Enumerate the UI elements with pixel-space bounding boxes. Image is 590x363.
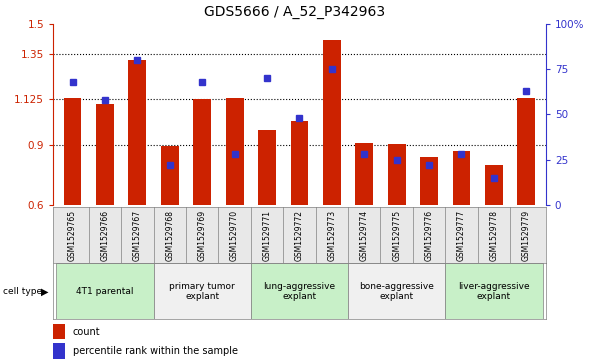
Bar (485, 165, 503, 205)
Bar (453, 151, 470, 205)
Bar (96, 104, 114, 205)
Bar (161, 146, 179, 205)
Text: GSM1529778: GSM1529778 (489, 209, 499, 261)
Bar (445, 263, 543, 319)
Text: GSM1529776: GSM1529776 (425, 209, 434, 261)
Bar (194, 99, 211, 205)
Text: GSM1529768: GSM1529768 (165, 209, 174, 261)
Bar (323, 40, 341, 205)
Text: GSM1529774: GSM1529774 (360, 209, 369, 261)
Text: liver-aggressive
explant: liver-aggressive explant (458, 282, 530, 301)
Text: GSM1529771: GSM1529771 (263, 209, 271, 261)
Text: GSM1529777: GSM1529777 (457, 209, 466, 261)
Text: cell type: cell type (3, 287, 42, 296)
Text: GSM1529767: GSM1529767 (133, 209, 142, 261)
Text: ▶: ▶ (41, 286, 48, 297)
Text: bone-aggressive
explant: bone-aggressive explant (359, 282, 434, 301)
Bar (251, 263, 348, 319)
Text: count: count (73, 327, 100, 337)
Text: GSM1529769: GSM1529769 (198, 209, 206, 261)
Bar (56, 263, 153, 319)
Text: GDS5666 / A_52_P342963: GDS5666 / A_52_P342963 (205, 5, 385, 20)
Bar (348, 263, 445, 319)
Bar (64, 98, 81, 205)
Bar (53, 324, 65, 339)
Bar (53, 343, 65, 359)
Bar (258, 130, 276, 205)
Bar (517, 98, 535, 205)
Text: GSM1529779: GSM1529779 (522, 209, 531, 261)
Bar (226, 98, 244, 205)
Bar (355, 143, 373, 205)
Text: primary tumor
explant: primary tumor explant (169, 282, 235, 301)
Bar (153, 263, 251, 319)
Text: GSM1529775: GSM1529775 (392, 209, 401, 261)
Text: GSM1529772: GSM1529772 (295, 209, 304, 261)
Text: lung-aggressive
explant: lung-aggressive explant (263, 282, 336, 301)
Text: GSM1529773: GSM1529773 (327, 209, 336, 261)
Text: percentile rank within the sample: percentile rank within the sample (73, 346, 238, 356)
Text: GSM1529766: GSM1529766 (100, 209, 110, 261)
Bar (388, 144, 405, 205)
Bar (290, 121, 309, 205)
Bar (129, 60, 146, 205)
Text: GSM1529765: GSM1529765 (68, 209, 77, 261)
Bar (420, 157, 438, 205)
Text: GSM1529770: GSM1529770 (230, 209, 239, 261)
Text: 4T1 parental: 4T1 parental (76, 287, 134, 296)
